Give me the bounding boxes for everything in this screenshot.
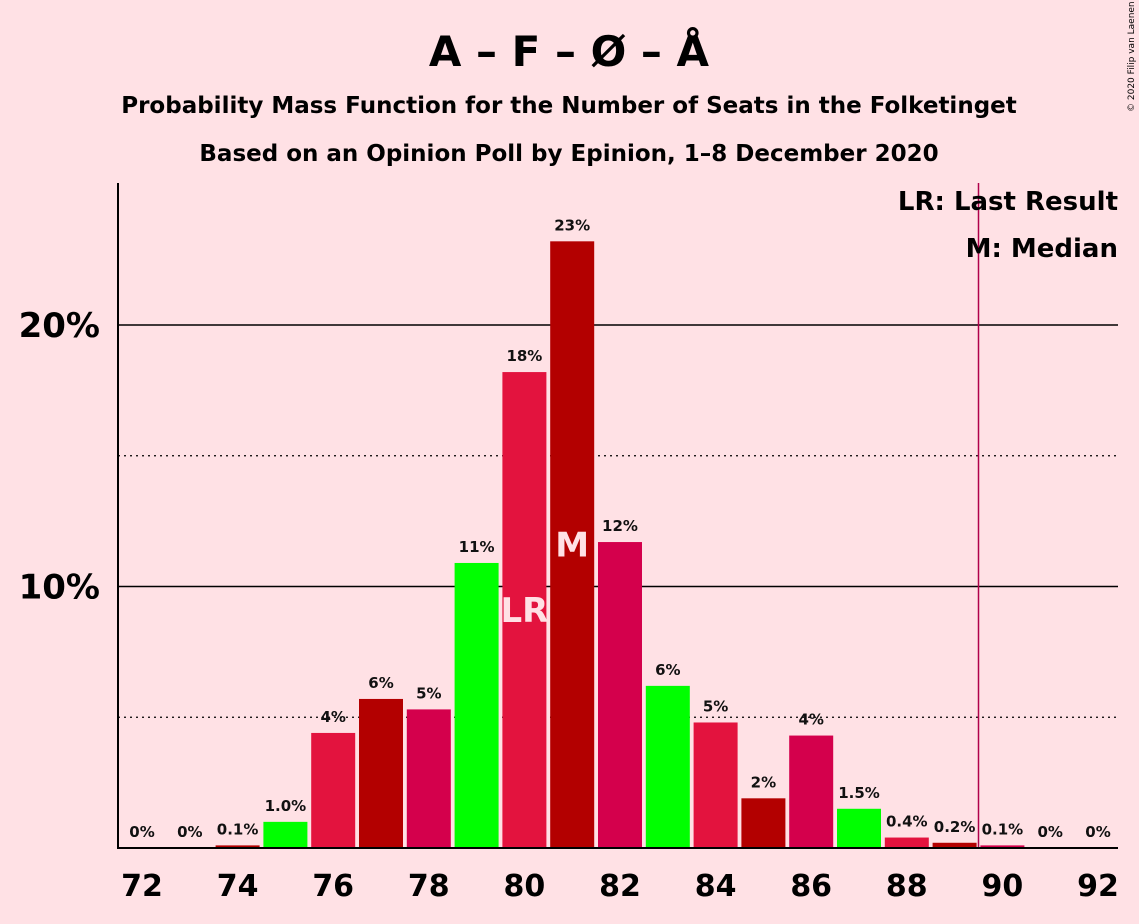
x-tick-label: 76 — [312, 869, 354, 904]
x-tick-label: 86 — [790, 869, 832, 904]
median-marker: M — [555, 526, 589, 566]
y-tick-label: 10% — [19, 568, 100, 608]
bar-label: 23% — [554, 216, 590, 234]
chart-subtitle-1: Probability Mass Function for the Number… — [121, 93, 1017, 119]
bar-seat-90 — [980, 845, 1025, 848]
bar-label: 1.0% — [265, 797, 307, 815]
bar-label: 2% — [751, 773, 776, 791]
bar-label: 0.1% — [217, 820, 259, 838]
bar-label: 0.1% — [982, 820, 1024, 838]
bar-label: 12% — [602, 517, 638, 535]
x-tick-label: 82 — [599, 869, 641, 904]
bar-seat-83 — [645, 685, 690, 848]
legend-median: M: Median — [966, 234, 1118, 264]
bar-label: 1.5% — [838, 784, 880, 802]
chart-subtitle-2: Based on an Opinion Poll by Epinion, 1–8… — [199, 141, 938, 167]
copyright-text: © 2020 Filip van Laenen — [1127, 1, 1137, 112]
bar-label: 6% — [368, 674, 393, 692]
bar-seat-77 — [359, 698, 403, 848]
bar-label: 0% — [1085, 823, 1110, 841]
bar-label: 4% — [320, 708, 345, 726]
bar-label: 18% — [506, 347, 542, 365]
bar-seat-76 — [311, 732, 356, 848]
bar-seat-84 — [693, 722, 738, 848]
bar-seat-80 — [502, 372, 547, 848]
x-tick-label: 78 — [408, 869, 450, 904]
bar-seat-85 — [741, 798, 786, 848]
legend-last-result: LR: Last Result — [898, 187, 1118, 217]
x-tick-label: 72 — [121, 869, 163, 904]
bar-seat-87 — [837, 808, 881, 848]
bar-label: 0% — [177, 823, 202, 841]
bar-label: 0.4% — [886, 813, 928, 831]
bar-label: 0% — [1037, 823, 1062, 841]
bar-seat-88 — [884, 837, 929, 848]
bar-seat-81 — [550, 241, 595, 848]
chart-title: A – F – Ø – Å — [429, 26, 710, 76]
bar-label: 5% — [703, 697, 728, 715]
bars: 0% 0% 0.1% 1.0% 4% 6% 5% 11% 18% 23% 12% 6% 5% 2% 4% 1.… — [129, 216, 1111, 848]
bar-seat-78 — [406, 709, 451, 848]
y-tick-label: 20% — [19, 306, 100, 346]
bar-label: 0.2% — [934, 818, 976, 836]
bar-label: 11% — [459, 538, 495, 556]
x-tick-label: 88 — [886, 869, 928, 904]
x-tick-label: 92 — [1077, 869, 1119, 904]
bar-label: 5% — [416, 684, 441, 702]
bar-label: 6% — [655, 661, 680, 679]
bar-seat-89 — [932, 842, 977, 848]
bar-label: 0% — [129, 823, 154, 841]
bar-seat-74 — [215, 845, 260, 848]
bar-seat-75 — [263, 821, 308, 848]
x-tick-label: 80 — [504, 869, 546, 904]
axes: 10% 20% 72 74 76 78 80 82 84 86 88 90 92 — [19, 183, 1119, 904]
bar-label: 4% — [798, 711, 823, 729]
bar-seat-79 — [454, 562, 499, 848]
last-result-marker: LR — [500, 591, 548, 631]
x-tick-label: 74 — [217, 869, 259, 904]
x-tick-label: 84 — [695, 869, 737, 904]
bar-seat-82 — [598, 542, 642, 848]
x-tick-label: 90 — [982, 869, 1024, 904]
bar-seat-86 — [789, 735, 834, 848]
